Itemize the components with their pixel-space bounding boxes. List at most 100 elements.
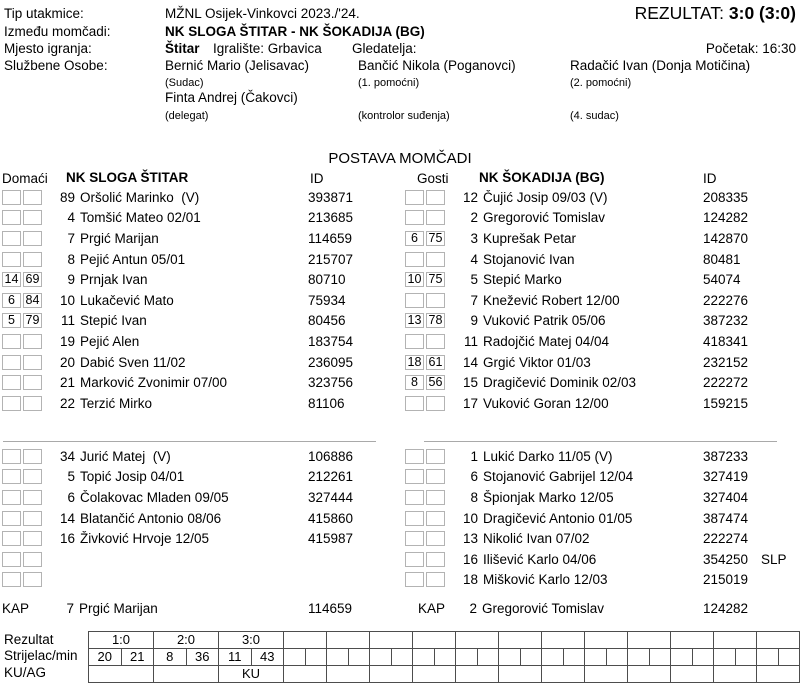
scorer-minute-row — [499, 649, 541, 666]
scorer-minute-cell-1 — [714, 649, 736, 665]
score-column — [627, 631, 671, 683]
scorer-minute-row: 8 36 — [154, 649, 218, 666]
substitute-row: 8 Špionjak Marko 12/05 327404 — [405, 487, 789, 508]
player-name: Mišković Karlo 12/03 — [483, 572, 608, 588]
result-cell — [327, 632, 369, 649]
player-name: Stojanović Ivan — [483, 251, 575, 267]
scorer-minute-cell-2 — [779, 649, 800, 665]
sub-in-number-box — [2, 375, 21, 391]
score-row-label-ku-ag: KU/AG — [4, 665, 47, 680]
sub-in-number-box — [2, 230, 21, 246]
player-name: Prnjak Ivan — [80, 272, 148, 288]
score-column: 2:0 8 36 — [153, 631, 219, 683]
scorer-minute-cell-2 — [736, 649, 757, 665]
player-id: 354250 — [703, 551, 749, 567]
player-id: 415987 — [308, 531, 354, 547]
scorer-minute-cell-2 — [435, 649, 456, 665]
competition-name: MŽNL Osijek-Vinkovci 2023./'24. — [165, 6, 360, 21]
sub-in-number-box: 6 — [2, 292, 21, 308]
ku-ag-cell — [499, 666, 541, 682]
substitute-row: 16 Ilišević Karlo 04/06 354250 SLP — [405, 549, 789, 570]
sub-in-number-box — [405, 469, 424, 485]
player-id: 387232 — [703, 313, 749, 329]
away-side-label: Gosti — [417, 171, 449, 186]
score-column — [713, 631, 757, 683]
player-number: 16 — [462, 551, 478, 567]
ku-ag-cell — [671, 666, 713, 682]
scorer-minute-row: 20 21 — [89, 649, 153, 666]
player-row: 8 Pejić Antun 05/01 215707 — [2, 249, 394, 270]
scorer-minute-row — [757, 649, 799, 666]
ku-ag-cell — [585, 666, 627, 682]
sub-minute-box — [426, 448, 445, 464]
player-name: Vuković Patrik 05/06 — [483, 313, 606, 329]
sub-minute-box — [23, 510, 42, 526]
player-number: 4 — [67, 210, 75, 226]
scorer-minute-cell-2 — [607, 649, 628, 665]
player-name: Čujić Josip 09/03 (V) — [483, 189, 608, 205]
player-row: 4 Tomšić Mateo 02/01 213685 — [2, 208, 394, 229]
player-id: 232152 — [703, 354, 749, 370]
home-subs-divider — [3, 441, 376, 442]
player-number: 7 — [470, 292, 478, 308]
player-number: 14 — [462, 354, 478, 370]
ku-ag-cell — [327, 666, 369, 682]
player-number: 2 — [470, 210, 478, 226]
sub-minute-box — [23, 354, 42, 370]
result-value: 3:0 (3:0) — [728, 3, 796, 23]
scorer-minute-cell-2: 36 — [195, 649, 210, 664]
player-name: Nikolić Ivan 07/02 — [483, 531, 590, 547]
assistant2-role: (2. pomoćni) — [570, 77, 632, 89]
scorer-minute-cell-2: 21 — [130, 649, 145, 664]
home-subs-list: 34 Jurić Matej (V) 106886 5 Topić Josip … — [2, 446, 394, 590]
player-name: Oršolić Marinko (V) — [80, 189, 200, 205]
player-id: 222274 — [703, 531, 749, 547]
player-id: 236095 — [308, 354, 354, 370]
sub-minute-box — [426, 333, 445, 349]
sub-in-number-box — [405, 551, 424, 567]
sub-minute-box — [426, 551, 445, 567]
result-cell — [284, 632, 326, 649]
sub-in-number-box: 8 — [405, 375, 424, 391]
player-number: 17 — [462, 395, 478, 411]
sub-in-number-box: 5 — [2, 313, 21, 329]
sub-in-number-box — [405, 189, 424, 205]
player-id: 106886 — [308, 448, 354, 464]
player-id: 75934 — [308, 292, 346, 308]
player-id: 114659 — [308, 600, 353, 616]
player-row: 14 69 9 Prnjak Ivan 80710 — [2, 269, 394, 290]
result-cell — [499, 632, 541, 649]
player-name: Dragičević Dominik 02/03 — [483, 375, 637, 391]
sub-minute-box: 75 — [426, 272, 445, 288]
sub-minute-box — [23, 448, 42, 464]
sub-in-number-box — [2, 510, 21, 526]
sub-in-number-box: 13 — [405, 313, 424, 329]
player-row: 17 Vuković Goran 12/00 159215 — [405, 393, 789, 414]
score-column: 3:0 11 43 KU — [218, 631, 284, 683]
player-row: 13 78 9 Vuković Patrik 05/06 387232 — [405, 311, 789, 332]
sub-in-number-box — [405, 531, 424, 547]
away-team-name: NK ŠOKADIJA (BG) — [479, 170, 605, 185]
sub-minute-box — [426, 489, 445, 505]
result-cell — [413, 632, 455, 649]
result-block: REZULTAT: 3:0 (3:0) — [635, 3, 796, 24]
sub-minute-box — [23, 333, 42, 349]
home-side-label: Domaći — [2, 171, 48, 186]
result-cell — [542, 632, 584, 649]
sub-in-number-box — [2, 395, 21, 411]
lineup-title: POSTAVA MOMČADI — [328, 150, 472, 167]
scorer-minute-row — [327, 649, 369, 666]
score-column — [412, 631, 456, 683]
player-name: Gregorović Tomislav — [483, 210, 606, 226]
result-cell — [456, 632, 498, 649]
sub-minute-box — [426, 469, 445, 485]
score-column — [455, 631, 499, 683]
player-name: Špionjak Marko 12/05 — [483, 489, 614, 505]
player-id: 212261 — [308, 469, 354, 485]
result-cell — [671, 632, 713, 649]
player-number: 15 — [462, 375, 478, 391]
player-row: 8 56 15 Dragičević Dominik 02/03 222272 — [405, 372, 789, 393]
ku-ag-cell — [628, 666, 670, 682]
substitute-row: 6 Čolakovac Mladen 09/05 327444 — [2, 487, 394, 508]
sub-minute-box — [426, 510, 445, 526]
